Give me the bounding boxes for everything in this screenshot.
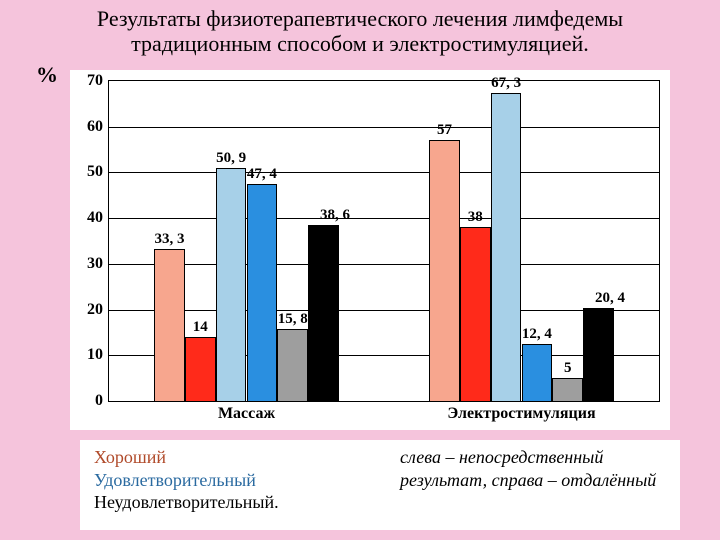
bar: 33, 3 xyxy=(154,249,185,401)
y-tick-label: 70 xyxy=(87,72,103,90)
y-tick-label: 0 xyxy=(95,392,103,410)
bar-value-label: 67, 3 xyxy=(491,75,521,92)
bar-value-label: 20, 4 xyxy=(595,290,625,307)
bar: 57 xyxy=(429,140,460,401)
legend-unsat: Неудовлетворительный. xyxy=(94,491,279,514)
bar: 47, 4 xyxy=(247,184,278,401)
bar: 15, 8 xyxy=(277,329,308,401)
chart-container: 01020304050607033, 31450, 947, 415, 838,… xyxy=(70,70,670,430)
legend-good: Хороший xyxy=(94,446,279,469)
bar: 12, 4 xyxy=(522,344,553,401)
bar-value-label: 47, 4 xyxy=(247,166,277,183)
bar: 38, 6 xyxy=(308,225,339,401)
plot-area: 01020304050607033, 31450, 947, 415, 838,… xyxy=(108,80,660,402)
bar: 5 xyxy=(552,378,583,401)
bar-value-label: 57 xyxy=(437,122,452,139)
bar-value-label: 15, 8 xyxy=(278,311,308,328)
title-line2: традиционным способом и электростимуляци… xyxy=(131,31,589,56)
y-tick-label: 30 xyxy=(87,255,103,273)
bar-value-label: 5 xyxy=(564,360,572,377)
x-tick-label: Массаж xyxy=(218,405,275,423)
grid-line xyxy=(109,218,659,219)
legend-note-line1: слева – непосредственный xyxy=(400,446,656,469)
bar-value-label: 14 xyxy=(193,319,208,336)
grid-line xyxy=(109,127,659,128)
grid-line xyxy=(109,310,659,311)
bar: 20, 4 xyxy=(583,308,614,401)
x-tick-label: Электростимуляция xyxy=(447,405,595,423)
legend-note-line2: результат, справа – отдалённый xyxy=(400,469,656,492)
y-tick-label: 40 xyxy=(87,209,103,227)
legend: Хороший Удовлетворительный Неудовлетвори… xyxy=(80,440,680,530)
y-axis-label: % xyxy=(36,62,58,88)
y-tick-label: 20 xyxy=(87,301,103,319)
legend-note: слева – непосредственный результат, спра… xyxy=(400,446,656,491)
bar-value-label: 38, 6 xyxy=(320,207,350,224)
bar: 50, 9 xyxy=(216,168,247,401)
grid-line xyxy=(109,172,659,173)
bar-value-label: 50, 9 xyxy=(216,150,246,167)
y-tick-label: 50 xyxy=(87,163,103,181)
bar: 67, 3 xyxy=(491,93,522,401)
grid-line xyxy=(109,264,659,265)
legend-satisf: Удовлетворительный xyxy=(94,469,279,492)
title-line1: Результаты физиотерапевтического лечения… xyxy=(97,6,623,31)
page-title: Результаты физиотерапевтического лечения… xyxy=(0,6,720,57)
legend-categories: Хороший Удовлетворительный Неудовлетвори… xyxy=(94,446,279,514)
bar: 38 xyxy=(460,227,491,401)
bar: 14 xyxy=(185,337,216,401)
y-tick-label: 10 xyxy=(87,346,103,364)
y-tick-label: 60 xyxy=(87,118,103,136)
bar-value-label: 12, 4 xyxy=(522,326,552,343)
bar-value-label: 33, 3 xyxy=(154,231,184,248)
bar-value-label: 38 xyxy=(468,209,483,226)
